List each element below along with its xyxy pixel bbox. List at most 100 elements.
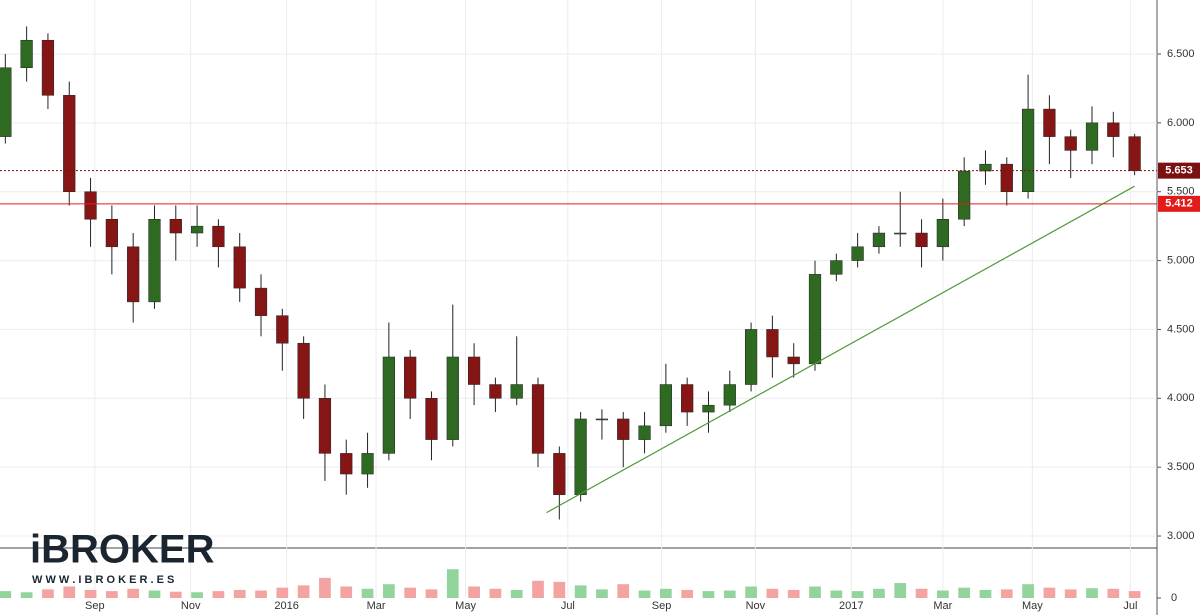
y-tick-label: 5.000 (1167, 254, 1195, 266)
x-tick-label: 2017 (839, 600, 863, 612)
logo-title: iBROKER (30, 528, 215, 572)
volume-bar (936, 590, 949, 598)
volume-bar (20, 592, 33, 598)
volume-bar (1086, 588, 1098, 598)
x-tick-label: Nov (746, 600, 766, 612)
candle-body (595, 418, 609, 421)
volume-bar (723, 590, 736, 598)
volume-bar (1107, 588, 1120, 598)
candle-body (105, 219, 118, 248)
volume-bar (681, 589, 694, 598)
volume-bar (638, 590, 651, 598)
candle-body (1043, 108, 1056, 137)
volume-bar (446, 569, 459, 598)
volume-bar (169, 591, 182, 598)
volume-bar (787, 589, 800, 598)
candle-body (425, 398, 438, 440)
candle-body (318, 398, 332, 454)
volume-bar (1128, 591, 1141, 598)
volume-bar (319, 577, 331, 598)
x-tick-label: Mar (933, 600, 952, 612)
candle-body (638, 425, 651, 440)
candle-body (958, 170, 971, 220)
volume-bar (106, 591, 118, 598)
candle-body (553, 453, 566, 495)
candle-body (531, 384, 545, 454)
volume-bar (1064, 589, 1077, 598)
volume-bar (297, 585, 310, 598)
volume-bar (42, 589, 54, 598)
candle-body (276, 315, 289, 344)
volume-bar (191, 592, 203, 598)
candle-body (1064, 136, 1077, 151)
volume-bar (745, 586, 757, 598)
volume-bar (894, 583, 907, 598)
x-tick-label: Nov (181, 600, 201, 612)
volume-bar (404, 587, 417, 598)
x-tick-label: Sep (652, 600, 672, 612)
volume-bar (873, 588, 885, 598)
volume-bar (0, 591, 12, 598)
candle-body (723, 384, 736, 406)
candle-body (190, 225, 204, 234)
candle-body (617, 418, 630, 440)
candle-body (872, 232, 886, 248)
y-tick-label: 3.000 (1167, 530, 1195, 542)
volume-bar (148, 590, 161, 598)
y-tick-label: 6.000 (1167, 117, 1195, 129)
y-tick-label: 3.500 (1167, 461, 1195, 473)
volume-bar (958, 587, 971, 598)
price-label: 5.653 (1165, 165, 1193, 177)
volume-bar (979, 589, 992, 598)
candle-body (979, 163, 992, 172)
candle-body (340, 453, 353, 475)
volume-bar (809, 586, 821, 598)
candle-body (446, 356, 459, 440)
candle-body (361, 453, 374, 475)
volume-bar (383, 584, 395, 598)
y-tick-label: 5.500 (1167, 186, 1195, 198)
x-tick-label: Jul (1123, 600, 1137, 612)
volume-bar (596, 589, 608, 598)
candle-body (63, 95, 76, 192)
candle-body (404, 356, 417, 399)
candle-body (1000, 163, 1013, 192)
candle-body (702, 404, 715, 413)
volume-bar (425, 589, 438, 598)
candle-body (148, 219, 161, 303)
volume-bar (1000, 589, 1013, 598)
volume-bar (532, 580, 544, 598)
volume-bar (553, 581, 566, 598)
x-tick-label: Jul (561, 600, 575, 612)
volume-tick-label: 0 (1171, 592, 1177, 604)
volume-bar (1043, 587, 1056, 598)
volume-bar (255, 590, 267, 598)
price-label-box (1158, 162, 1200, 179)
candle-body (297, 342, 310, 399)
volume-bar (212, 591, 225, 598)
volume-bar (340, 586, 353, 598)
volume-bar (361, 588, 374, 598)
y-tick-label: 4.500 (1167, 323, 1195, 335)
volume-bar (510, 589, 523, 598)
candle-body (254, 287, 268, 316)
candle-body (41, 39, 55, 96)
candle-body (787, 356, 800, 365)
x-tick-label: May (1022, 600, 1043, 612)
candle-body (382, 356, 395, 454)
volume-bar (915, 588, 928, 598)
candle-body (0, 67, 12, 137)
candle-body (1085, 122, 1099, 151)
candle-body (851, 246, 864, 261)
volume-bar (63, 586, 76, 598)
candle-body (574, 418, 587, 495)
volume-bar (574, 585, 587, 598)
candle-body (681, 384, 694, 413)
candle-body (936, 219, 949, 248)
volume-bar (468, 586, 480, 598)
volume-bar (233, 589, 246, 598)
candle-body (212, 225, 225, 248)
candle-body (233, 246, 246, 289)
candle-body (510, 384, 523, 399)
